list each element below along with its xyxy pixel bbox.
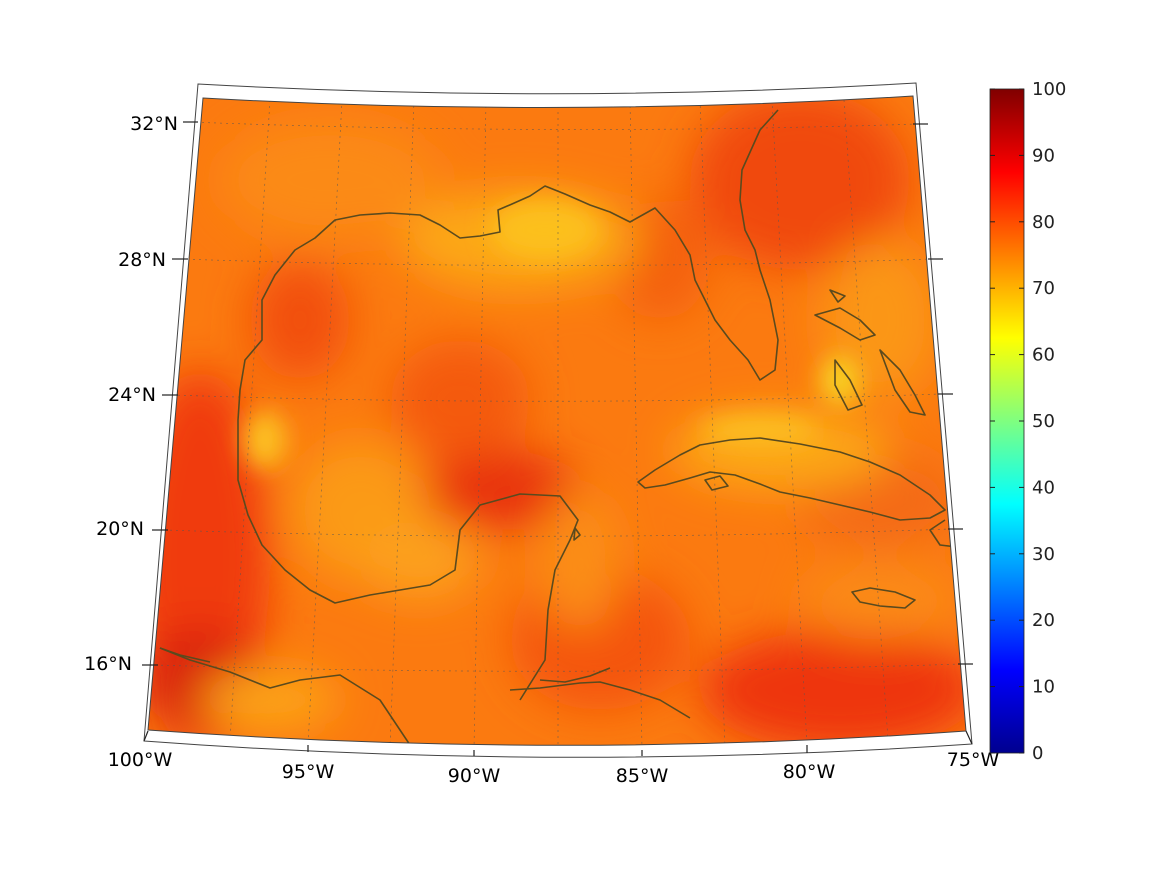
lon-tick-95: 95°W [282,761,335,783]
cozumel-coastline [573,527,581,541]
colorbar-label: 40 [1032,477,1055,498]
jamaica-coastline [851,587,916,609]
cuba-coastline [637,437,946,521]
central-america-coastline [539,667,611,683]
colorbar-label: 0 [1032,743,1043,764]
lat-tick-24: 24°N [108,384,156,406]
isla-juventud-coastline [704,475,729,491]
colorbar-gradient [989,88,1025,754]
map-outer-frame [143,82,973,758]
lon-tick-labels: 100°W 95°W 90°W 85°W 80°W 75°W [108,749,1000,787]
colorbar-ticks [990,88,1024,754]
lat-tick-28: 28°N [118,249,166,271]
lat-tick-32: 32°N [130,113,178,135]
pacific-coastline [159,647,211,663]
colorbar-label: 70 [1032,278,1055,299]
lat-tick-20: 20°N [96,518,144,540]
colorbar-label: 100 [1032,79,1066,100]
colorbar-label: 80 [1032,212,1055,233]
colorbar-label: 10 [1032,677,1055,698]
colorbar-label: 90 [1032,145,1055,166]
colorbar-label: 30 [1032,544,1055,565]
colorbar-label: 50 [1032,411,1055,432]
map-frame [147,95,967,746]
lat-tick-16: 16°N [84,653,132,675]
bahamas-coastline [814,289,926,416]
lon-tick-90: 90°W [448,765,501,787]
lon-tick-85: 85°W [616,765,669,787]
lon-tick-75: 75°W [947,749,1000,771]
lon-tick-100: 100°W [108,749,173,771]
colorbar-label: 60 [1032,345,1055,366]
colorbar-label: 20 [1032,610,1055,631]
coastlines [159,109,966,746]
lat-tick-labels: 32°N 28°N 24°N 20°N 16°N [84,113,178,675]
lon-tick-80: 80°W [783,761,836,783]
graticule [154,99,961,746]
gulf-coastline [159,109,779,746]
frame-ticks [142,121,973,756]
heatmap-field [148,96,966,746]
